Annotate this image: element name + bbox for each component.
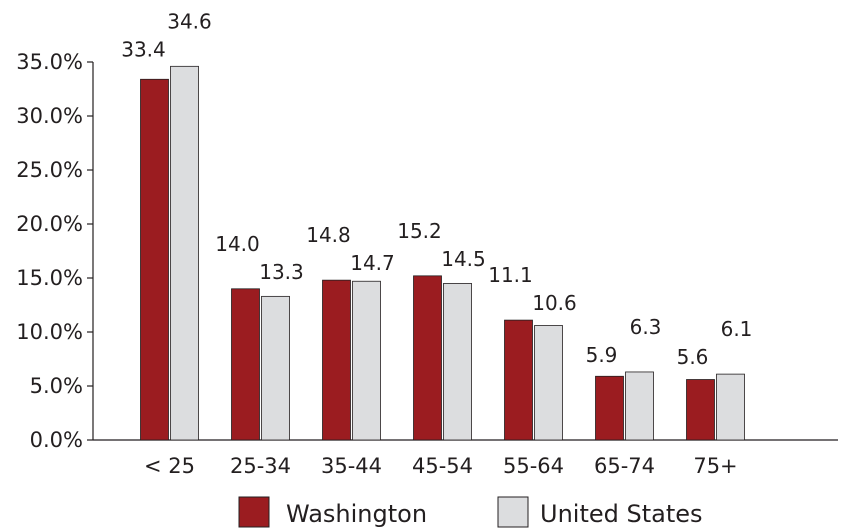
data-label-washington: 5.6 xyxy=(677,345,709,369)
bar-washington xyxy=(231,288,260,441)
legend-swatch-united-states xyxy=(497,496,529,528)
bar-united-states xyxy=(534,325,563,441)
data-label-washington: 33.4 xyxy=(121,37,166,61)
data-label-washington: 14.8 xyxy=(306,223,351,247)
data-label-washington: 11.1 xyxy=(488,263,533,287)
x-tick-label: < 25 xyxy=(144,454,195,478)
data-labels: 33.434.6 14.0 13.314.8 14.715.2 14.511.1 10.6… xyxy=(121,9,752,369)
y-tick-label: 10.0% xyxy=(16,320,83,344)
y-tick-label: 15.0% xyxy=(16,266,83,290)
y-tick-label: 30.0% xyxy=(16,104,83,128)
data-label-washington: 5.9 xyxy=(586,343,618,367)
bar-united-states xyxy=(261,295,290,441)
legend-label-washington: Washington xyxy=(286,500,427,528)
legend-swatch-washington xyxy=(238,496,270,528)
x-tick-label: 35-44 xyxy=(321,454,382,478)
x-tick-label: 45-54 xyxy=(412,454,473,478)
bar-washington xyxy=(413,275,442,441)
bar-united-states xyxy=(443,282,472,441)
bar-washington xyxy=(504,319,533,441)
legend: Washington United States xyxy=(238,496,703,528)
y-tick-label: 0.0% xyxy=(30,428,83,452)
data-label-united-states: 6.3 xyxy=(630,315,662,339)
legend-item-united-states: United States xyxy=(497,496,703,528)
data-label-united-states: 6.1 xyxy=(721,317,753,341)
data-label-united-states: 34.6 xyxy=(167,9,212,33)
bar-washington xyxy=(595,375,624,441)
bar-washington xyxy=(322,279,351,441)
y-tick-label: 5.0% xyxy=(30,374,83,398)
bar-united-states xyxy=(625,371,654,441)
data-label-united-states: 14.7 xyxy=(350,251,395,275)
legend-label-united-states: United States xyxy=(540,500,703,528)
data-label-united-states: 13.3 xyxy=(259,260,304,284)
bar-united-states xyxy=(170,65,199,441)
data-label-united-states: 14.5 xyxy=(441,247,486,271)
y-tick-label: 35.0% xyxy=(16,50,83,74)
x-tick-label: 75+ xyxy=(693,454,737,478)
bar-washington xyxy=(140,78,169,441)
x-tick-label: 55-64 xyxy=(503,454,564,478)
bar-united-states xyxy=(352,280,381,441)
legend-item-washington: Washington xyxy=(238,496,427,528)
x-axis: < 25 25-34 35-44 45-54 55-64 65-74 75+ xyxy=(93,439,838,478)
data-label-washington: 15.2 xyxy=(397,219,442,243)
data-label-united-states: 10.6 xyxy=(532,291,577,315)
x-tick-label: 65-74 xyxy=(594,454,655,478)
data-label-washington: 14.0 xyxy=(215,232,260,256)
bar-washington xyxy=(686,379,715,441)
y-tick-label: 20.0% xyxy=(16,212,83,236)
y-tick-label: 25.0% xyxy=(16,158,83,182)
y-axis: 0.0% 5.0% 10.0% 15.0% 20.0% 25.0% 30.0% 35.0% xyxy=(16,50,94,452)
bars xyxy=(140,65,745,441)
bar-united-states xyxy=(716,373,745,441)
x-tick-label: 25-34 xyxy=(230,454,291,478)
